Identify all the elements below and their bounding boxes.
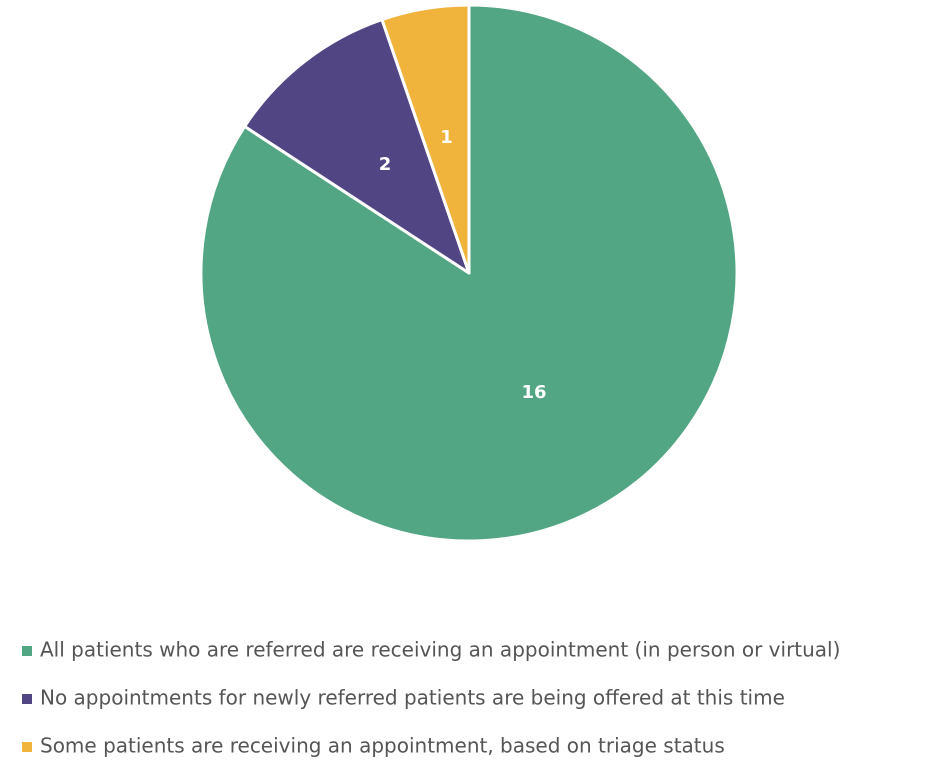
legend-swatch	[22, 694, 32, 704]
pie-slice	[243, 18, 471, 275]
slice-label: 1	[440, 127, 453, 148]
pie-slice	[380, 3, 471, 275]
slice-label: 16	[522, 382, 547, 403]
legend-swatch	[22, 742, 32, 752]
legend-text: Some patients are receiving an appointme…	[40, 734, 725, 758]
legend-swatch	[22, 646, 32, 656]
legend-text: No appointments for newly referred patie…	[40, 686, 785, 710]
legend-text: All patients who are referred are receiv…	[40, 638, 840, 662]
slice-label: 2	[379, 154, 392, 175]
